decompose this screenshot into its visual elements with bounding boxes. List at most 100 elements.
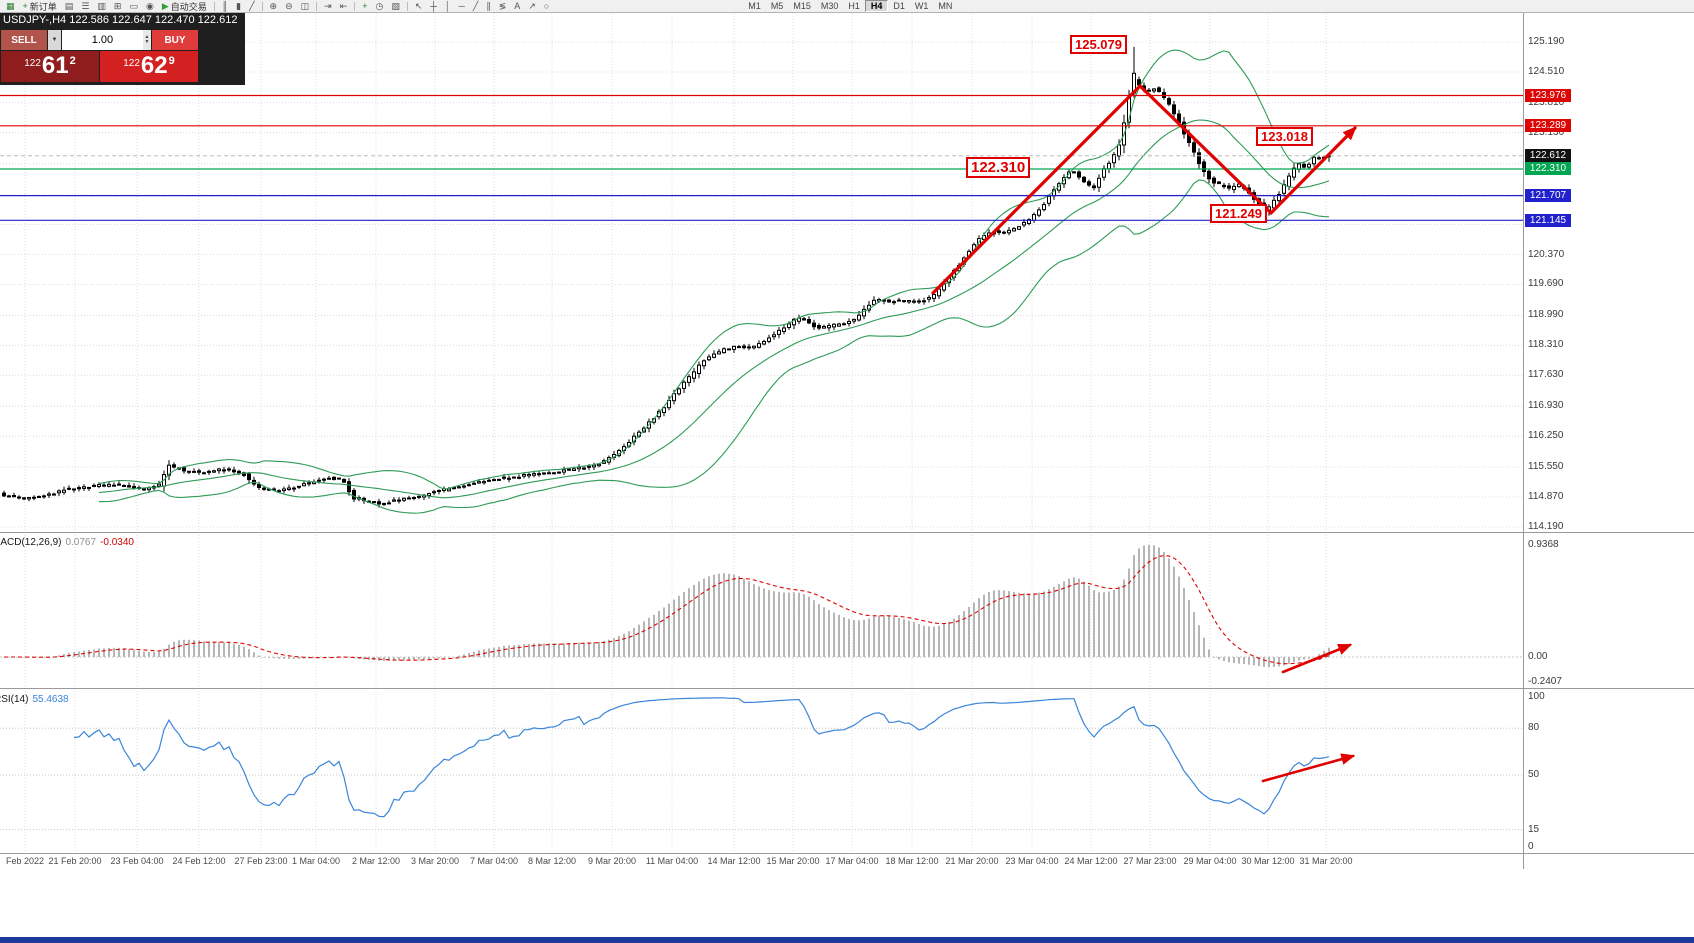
new-chart-button[interactable]: ▦ <box>2 0 19 12</box>
candlestick-mode-icon: ▮ <box>236 1 242 11</box>
add-indicators-button[interactable]: + <box>358 0 371 12</box>
crosshair-tool-button[interactable]: ┼ <box>426 0 440 12</box>
current-price-marker: 122.612 <box>1525 149 1571 162</box>
toggle-market-watch-button[interactable]: ☰ <box>77 0 93 12</box>
macd-signal-line <box>4 555 1330 665</box>
volume-spinner: ▲ ▼ <box>142 30 151 50</box>
time-tick-label: 9 Mar 20:00 <box>587 856 637 866</box>
price-tick-label: 114.190 <box>1528 521 1564 532</box>
fibonacci-tool-icon: ≶ <box>498 1 507 11</box>
candlestick-series <box>2 46 1331 508</box>
new-chart-icon: ▦ <box>6 1 15 11</box>
timeframe-h4-button[interactable]: H4 <box>864 0 889 12</box>
rsi-name: RSI(14) <box>0 694 29 705</box>
trendline-tool-button[interactable]: ╱ <box>469 0 482 12</box>
bollinger-bands <box>98 49 1330 514</box>
buy-price-prefix: 122 <box>123 58 140 69</box>
hline-price-marker: 123.289 <box>1525 119 1571 132</box>
periods-button[interactable]: ◷ <box>372 0 388 12</box>
macd-arrow[interactable] <box>1281 643 1353 674</box>
zoom-in-button[interactable]: ⊕ <box>266 0 282 12</box>
pane-separator-macd[interactable] <box>0 532 1694 533</box>
shapes-tool-button[interactable]: ○ <box>540 0 553 12</box>
sell-button[interactable]: SELL <box>1 30 47 50</box>
timeframe-m30-button[interactable]: M30 <box>820 1 839 11</box>
auto-scroll-button[interactable]: ⇥ <box>320 0 336 12</box>
zoom-out-button[interactable]: ⊖ <box>281 0 297 12</box>
support-resistance-lines[interactable] <box>0 94 1523 221</box>
arrows-tool-icon: ↗ <box>528 1 536 11</box>
macd-pane <box>0 545 1523 674</box>
chart-ohlc-title: USDJPY-,H4 122.586 122.647 122.470 122.6… <box>3 14 238 26</box>
toolbar-separator <box>261 1 263 11</box>
timeframe-m1-button[interactable]: M1 <box>748 1 761 11</box>
price-annotation[interactable]: 123.018 <box>1256 127 1313 146</box>
time-tick-label: 8 Mar 12:00 <box>527 856 577 866</box>
volume-input[interactable] <box>62 30 143 50</box>
timeframe-mn-button[interactable]: MN <box>938 1 953 11</box>
fibonacci-tool-button[interactable]: ≶ <box>495 0 511 12</box>
price-tick-label: 116.930 <box>1528 400 1564 411</box>
toggle-navigator-icon: ⊞ <box>113 1 122 11</box>
hline-price-marker: 121.707 <box>1525 189 1571 202</box>
buy-price-button[interactable]: 122 62 9 <box>100 51 198 82</box>
timeframe-w1-button[interactable]: W1 <box>914 1 929 11</box>
time-tick-label: 27 Feb 23:00 <box>234 856 288 866</box>
tile-windows-icon: ◫ <box>300 1 310 11</box>
buy-button[interactable]: BUY <box>152 30 198 50</box>
chart-profiles-button[interactable]: ▤ <box>61 0 78 12</box>
time-tick-label: 18 Mar 12:00 <box>885 856 939 866</box>
trend-lines-group[interactable] <box>931 84 1357 295</box>
toggle-terminal-button[interactable]: ▭ <box>125 0 142 12</box>
volume-increase-icon[interactable]: ▲ <box>144 34 150 40</box>
time-tick-label: 3 Mar 20:00 <box>410 856 460 866</box>
candlestick-mode-button[interactable]: ▮ <box>232 0 245 12</box>
strategy-tester-button[interactable]: ◉ <box>142 0 158 12</box>
price-annotation[interactable]: 125.079 <box>1070 35 1127 54</box>
bar-chart-mode-icon: ║ <box>221 1 229 11</box>
rsi-scale-label: 100 <box>1528 691 1545 702</box>
vertical-line-tool-button[interactable]: │ <box>441 0 455 12</box>
buy-price-pip: 9 <box>168 55 175 67</box>
rsi-arrow[interactable] <box>1261 753 1356 783</box>
price-tick-label: 123.130 <box>1528 127 1565 138</box>
timeframe-d1-button[interactable]: D1 <box>893 1 905 11</box>
sell-price-button[interactable]: 122 61 2 <box>1 51 99 82</box>
volume-dropdown[interactable]: ▼ <box>48 30 61 50</box>
volume-decrease-icon[interactable]: ▼ <box>144 39 150 45</box>
horizontal-line-tool-button[interactable]: ─ <box>454 0 468 12</box>
cursor-tool-button[interactable]: ↖ <box>411 0 427 12</box>
new-order-button[interactable]: + 新订单 <box>19 0 61 12</box>
templates-button[interactable]: ▧ <box>387 0 404 12</box>
text-tool-icon: A <box>514 1 521 11</box>
arrows-tool-button[interactable]: ↗ <box>524 0 540 12</box>
rsi-scale-label: 80 <box>1528 722 1540 733</box>
rsi-value: 55.4638 <box>32 694 69 705</box>
chart-shift-button[interactable]: ⇤ <box>336 0 352 12</box>
tile-windows-button[interactable]: ◫ <box>297 0 314 12</box>
rsi-line <box>73 697 1330 818</box>
price-annotation[interactable]: 122.310 <box>966 157 1031 178</box>
buy-price-big: 62 <box>140 52 168 79</box>
timeframe-m5-button[interactable]: M5 <box>770 1 784 11</box>
price-annotation[interactable]: 121.249 <box>1210 204 1267 223</box>
toolbar: ▦ + 新订单 ▤ ☰ ▥ ⊞ ▭ ◉ ▶ 自动交易 ║ ▮ ╱ ⊕ ⊖ ◫ ⇥ ⇤ + ◷ ▧ ↖ ┼ │ ─ ╱ ∥ ≶ A ↗ ○ M1 M… <box>0 0 1694 13</box>
toggle-navigator-button[interactable]: ⊞ <box>110 0 126 12</box>
macd-scale-top: 0.9368 <box>1528 539 1559 550</box>
time-tick-label: 15 Mar 20:00 <box>766 856 820 866</box>
pane-separator-rsi[interactable] <box>0 688 1694 689</box>
toggle-data-window-button[interactable]: ▥ <box>93 0 110 12</box>
bar-chart-mode-button[interactable]: ║ <box>218 0 232 12</box>
volume-field: ▲ ▼ <box>62 30 151 50</box>
auto-trading-button[interactable]: ▶ 自动交易 <box>158 0 211 12</box>
channel-tool-button[interactable]: ∥ <box>482 0 495 12</box>
auto-trading-label: 自动交易 <box>170 1 207 12</box>
timeframe-h1-button[interactable]: H1 <box>848 1 860 11</box>
taskbar-strip <box>0 937 1694 943</box>
rsi-pane <box>0 697 1523 831</box>
auto-scroll-icon: ⇥ <box>324 1 332 11</box>
timeframe-m15-button[interactable]: M15 <box>793 1 811 11</box>
line-chart-mode-button[interactable]: ╱ <box>245 0 258 12</box>
text-tool-button[interactable]: A <box>510 0 524 12</box>
